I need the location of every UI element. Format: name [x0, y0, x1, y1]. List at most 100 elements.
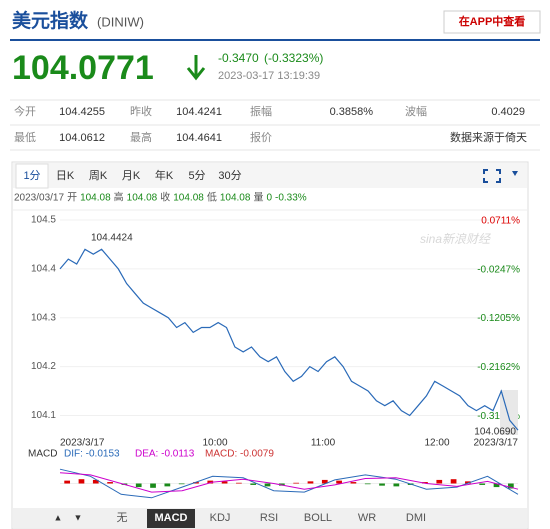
- macd-bar: [164, 483, 171, 487]
- tab[interactable]: 日K: [56, 170, 75, 182]
- stat-value: 104.4241: [176, 106, 222, 118]
- bottom-bar: [13, 508, 527, 528]
- y-tick-label: 104.2: [31, 361, 56, 372]
- info-text: 低: [207, 191, 217, 204]
- y2-tick-label: -0.3120%: [477, 411, 520, 422]
- source: 数据来源于倚天: [450, 130, 527, 144]
- info-text: 104.08: [127, 193, 158, 204]
- macd-bar: [150, 483, 156, 488]
- macd-legend: MACD: [28, 449, 57, 460]
- change: -0.3470: [218, 51, 259, 65]
- x-tick-label: 12:00: [424, 438, 449, 449]
- app-button[interactable]: [443, 10, 541, 34]
- fullscreen-icon[interactable]: [483, 169, 501, 183]
- macd-bar: [493, 483, 500, 488]
- tab[interactable]: 月K: [122, 170, 141, 182]
- info-text: 104.08: [220, 193, 251, 204]
- stat-label: 振幅: [250, 104, 272, 118]
- info-text: 104.08: [80, 193, 111, 204]
- app-button-label[interactable]: 在APP中查看: [459, 14, 526, 28]
- stat-value: 0.3858%: [330, 106, 374, 118]
- scroll-button[interactable]: ▼: [74, 512, 83, 522]
- stat-label: 今开: [14, 104, 36, 118]
- tab[interactable]: 1分: [23, 169, 40, 182]
- macd-bar: [221, 481, 228, 484]
- macd-bar: [135, 483, 142, 488]
- info-text: 2023/03/17: [14, 193, 64, 204]
- x-tick-label: 2023/3/17: [474, 438, 519, 449]
- tab-active: [15, 163, 49, 189]
- indicator-tab[interactable]: KDJ: [210, 512, 231, 524]
- indicator-tab[interactable]: MACD: [155, 512, 188, 524]
- stat-label: 报价: [250, 130, 272, 144]
- annotation: 104.4424: [91, 233, 133, 244]
- info-text: 收: [160, 191, 170, 204]
- annotation: 104.0690: [474, 427, 516, 438]
- macd-bar: [379, 483, 385, 486]
- y-tick-label: 104.5: [31, 215, 56, 226]
- macd-bar: [450, 479, 457, 484]
- tab[interactable]: 30分: [218, 169, 241, 182]
- stat-label: 波幅: [405, 105, 427, 118]
- macd-bar: [193, 482, 199, 484]
- macd-bar: [264, 483, 271, 487]
- indicator-tab[interactable]: WR: [358, 512, 376, 524]
- macd-bar: [465, 481, 471, 484]
- title: 美元指数: [12, 9, 89, 32]
- indicator-tab[interactable]: RSI: [260, 512, 278, 524]
- macd-bar: [178, 483, 185, 485]
- info-text: 量: [253, 192, 263, 204]
- menu-icon[interactable]: [512, 171, 518, 176]
- macd-legend: DEA: -0.0113: [135, 449, 195, 460]
- tab[interactable]: 5分: [188, 169, 205, 182]
- x-tick-label: 2023/3/17: [60, 438, 105, 449]
- tab-active: [147, 509, 195, 528]
- stat-label: 最低: [14, 131, 36, 144]
- stat-label: 昨收: [130, 104, 152, 118]
- macd-bar: [507, 483, 514, 489]
- macd-bar: [307, 481, 314, 484]
- macd-bar: [293, 482, 300, 484]
- indicator-tab[interactable]: DMI: [406, 512, 426, 524]
- macd-bar: [236, 482, 242, 484]
- y2-tick-label: 0.0711%: [481, 215, 520, 226]
- watermark: sina新浪财经: [420, 232, 492, 246]
- x-tick-label: 11:00: [311, 438, 336, 449]
- info-text: 104.08: [173, 193, 204, 204]
- down-arrow: [186, 55, 206, 81]
- indicator-tab[interactable]: BOLL: [304, 512, 332, 524]
- scroll-button[interactable]: ▲: [54, 512, 63, 522]
- info-text: 开: [67, 193, 77, 204]
- change-pct: (-0.3323%): [264, 51, 323, 65]
- macd-bar: [479, 483, 486, 485]
- y2-tick-label: -0.1205%: [477, 313, 520, 324]
- price: 104.0771: [12, 49, 154, 87]
- info-text: 0: [266, 193, 272, 204]
- macd-bar: [250, 483, 257, 485]
- macd-bar: [393, 483, 400, 487]
- y-tick-label: 104.1: [31, 410, 56, 421]
- time: 2023-03-17 13:19:39: [218, 70, 320, 82]
- macd-bar: [436, 479, 443, 484]
- tab[interactable]: 周K: [89, 169, 108, 182]
- macd-bar: [321, 479, 328, 484]
- stat-value: 104.4641: [176, 132, 222, 144]
- info-text: -0.33%: [275, 193, 307, 204]
- y2-tick-label: -0.2162%: [477, 362, 520, 373]
- code: (DINIW): [97, 14, 144, 29]
- dea-line: [59, 472, 519, 493]
- stat-value: 104.4255: [59, 106, 105, 118]
- macd-bar: [364, 483, 371, 485]
- info-text: 高: [114, 191, 124, 204]
- macd-legend: DIF: -0.0153: [64, 449, 120, 460]
- y2-tick-label: -0.0247%: [477, 264, 520, 275]
- indicator-tab[interactable]: 无: [117, 512, 128, 524]
- price-line: [59, 248, 519, 431]
- tab[interactable]: 年K: [155, 168, 174, 182]
- macd-legend: MACD: -0.0079: [205, 449, 274, 460]
- macd-bar: [207, 480, 214, 484]
- dif-line: [59, 468, 519, 499]
- stat-value: 104.0612: [59, 132, 105, 144]
- x-tick-label: 10:00: [202, 438, 227, 449]
